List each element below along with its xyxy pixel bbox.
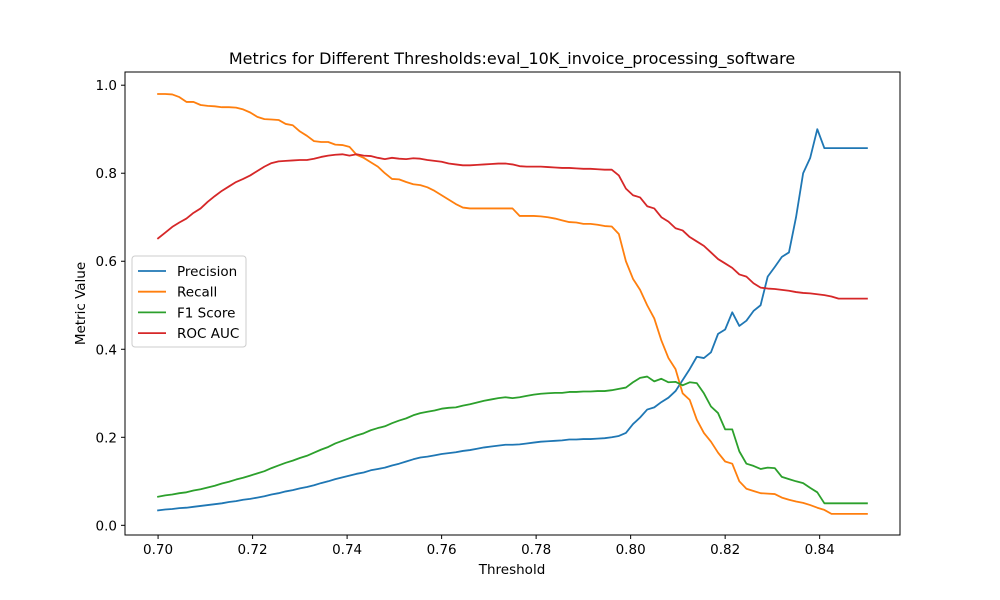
axes-frame bbox=[124, 71, 901, 536]
x-tick-label: 0.70 bbox=[143, 542, 173, 558]
legend-label-f1-score: F1 Score bbox=[177, 305, 235, 321]
y-axis-ticks: 0.0 0.2 0.4 0.6 0.8 1.0 bbox=[96, 78, 125, 534]
y-tick-label: 0.8 bbox=[96, 166, 117, 182]
series-line-f1-score bbox=[157, 375, 868, 505]
y-tick-label: 1.0 bbox=[96, 78, 117, 94]
x-tick-label: 0.74 bbox=[332, 542, 362, 558]
legend: Precision Recall F1 Score ROC AUC bbox=[131, 255, 247, 348]
chart-title: Metrics for Different Thresholds:eval_10… bbox=[229, 49, 795, 69]
y-tick-label: 0.2 bbox=[96, 430, 117, 446]
legend-label-precision: Precision bbox=[177, 264, 237, 280]
x-tick-label: 0.78 bbox=[521, 542, 551, 558]
x-tick-label: 0.84 bbox=[805, 542, 835, 558]
y-tick-label: 0.6 bbox=[96, 254, 117, 270]
legend-label-recall: Recall bbox=[177, 285, 217, 301]
x-tick-label: 0.82 bbox=[710, 542, 740, 558]
y-axis-label: Metric Value bbox=[73, 262, 89, 345]
series-lines bbox=[156, 93, 868, 515]
y-tick-label: 0.0 bbox=[96, 518, 117, 534]
x-tick-label: 0.72 bbox=[238, 542, 268, 558]
series-line-roc-auc bbox=[156, 153, 868, 300]
series-line-recall bbox=[157, 93, 868, 515]
series-line-precision bbox=[157, 128, 868, 512]
y-tick-label: 0.4 bbox=[96, 342, 117, 358]
x-tick-label: 0.76 bbox=[427, 542, 457, 558]
x-axis-ticks: 0.70 0.72 0.74 0.76 0.78 0.80 0.82 0.84 bbox=[143, 535, 835, 558]
x-axis-label: Threshold bbox=[478, 562, 546, 578]
legend-label-roc-auc: ROC AUC bbox=[177, 326, 239, 342]
x-tick-label: 0.80 bbox=[616, 542, 646, 558]
plot-area bbox=[125, 72, 900, 535]
legend-box bbox=[131, 255, 247, 348]
